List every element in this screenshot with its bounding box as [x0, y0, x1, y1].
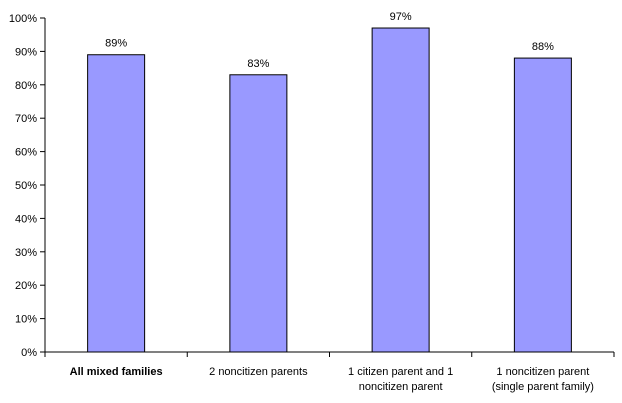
category-label: All mixed families	[70, 366, 163, 378]
y-tick-label: 20%	[15, 280, 37, 292]
bar	[87, 54, 146, 353]
y-tick-label: 10%	[15, 314, 37, 326]
y-tick-label: 50%	[15, 180, 37, 192]
y-tick-label: 60%	[15, 147, 37, 159]
y-tick-label: 70%	[15, 113, 37, 125]
y-tick-label: 30%	[15, 247, 37, 259]
bar	[229, 74, 288, 353]
data-label: 83%	[247, 58, 269, 70]
bar	[513, 57, 572, 353]
y-tick-label: 40%	[15, 213, 37, 225]
data-label: 88%	[532, 41, 554, 53]
bar	[371, 27, 430, 353]
category-label: 2 noncitizen parents	[209, 366, 308, 378]
y-tick-label: 0%	[21, 347, 37, 359]
y-tick-label: 80%	[15, 80, 37, 92]
data-label: 97%	[390, 11, 412, 23]
category-label: 1 noncitizen parent (single parent family…	[492, 366, 594, 393]
chart-bars	[87, 27, 572, 353]
category-labels: All mixed families 2 noncitizen parents 1 …	[70, 366, 594, 393]
data-label: 89%	[105, 38, 127, 50]
y-tick-label: 90%	[15, 46, 37, 58]
category-label: 1 citizen parent and 1 noncitizen parent	[348, 366, 453, 393]
y-tick-label: 100%	[9, 13, 37, 25]
y-axis-ticks: 0% 10% 20% 30% 40% 50% 60% 70% 80% 90% 100%	[9, 13, 45, 359]
data-labels: 89% 83% 97% 88%	[105, 11, 554, 70]
